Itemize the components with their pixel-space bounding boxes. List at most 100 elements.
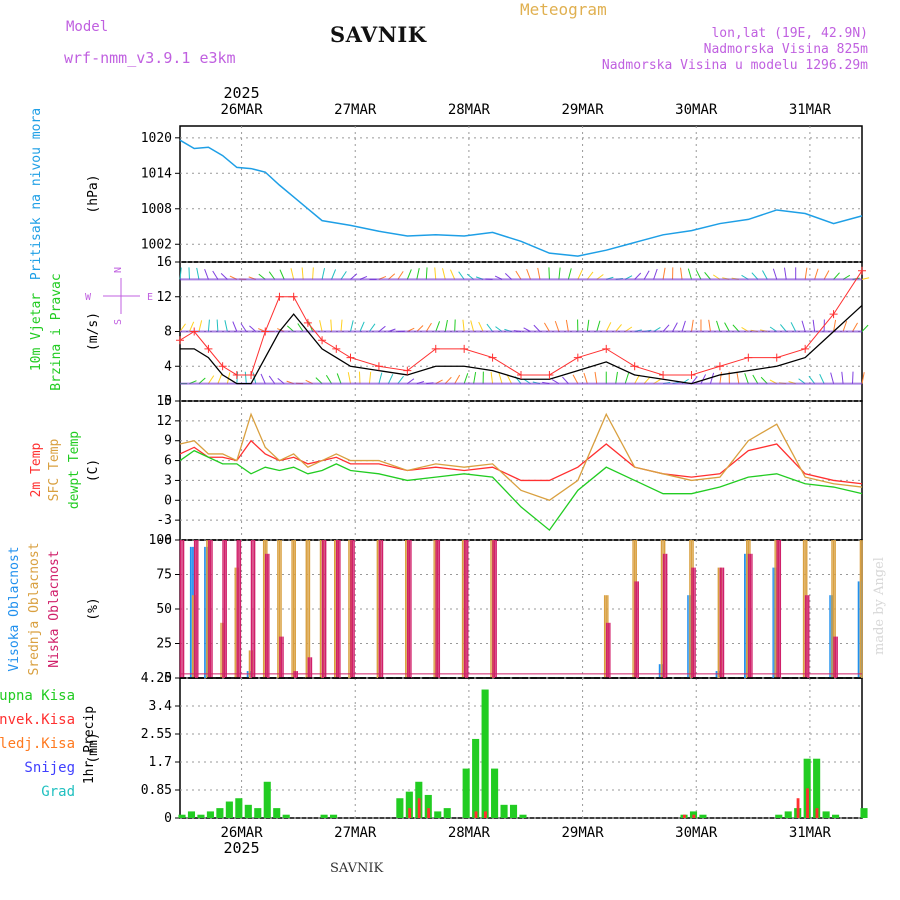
wind-gust-marker	[687, 370, 696, 379]
footer-station: SAVNIK	[330, 861, 384, 876]
wind-barb	[207, 319, 210, 332]
precip-total-bar	[197, 814, 205, 818]
wind-barb	[321, 267, 326, 280]
precip-conv-bar	[815, 808, 819, 818]
precip-conv-bar	[806, 788, 809, 818]
precip-total-bar	[244, 804, 252, 818]
wind-gust-marker	[488, 353, 497, 362]
wind-barb	[330, 319, 333, 332]
precip-total-bar	[699, 814, 707, 818]
wind-barb	[861, 324, 869, 332]
ylabel-precip: (mm)	[86, 732, 101, 763]
wind-barb	[662, 267, 666, 280]
wind-barb	[359, 321, 365, 332]
wind-gust-marker	[332, 344, 341, 353]
dir-legend-e: E	[147, 292, 153, 303]
wind-barb	[196, 267, 200, 280]
precip-total-bar	[206, 811, 214, 818]
wind-barb	[801, 320, 806, 332]
wind-barb	[543, 322, 550, 332]
wind-barb	[762, 270, 768, 280]
wind-barb	[279, 269, 285, 280]
precip-total-bar	[424, 794, 432, 818]
wind-barb	[336, 373, 342, 384]
wind-gust-line	[179, 270, 863, 376]
station-title: SAVNIK	[330, 22, 427, 47]
wind-barb	[216, 319, 219, 332]
precip-total-bar	[500, 804, 508, 818]
wind-barb	[442, 268, 446, 280]
precip-conv-bar	[474, 811, 478, 818]
wind-barb	[662, 324, 670, 332]
precip-legend-2: Zaledj.Kisa	[0, 736, 75, 752]
precip-title: 1hr Precip	[82, 706, 97, 784]
wind-barb	[804, 267, 808, 280]
wind-barb	[478, 321, 484, 332]
precip-total-bar	[235, 798, 243, 818]
wind-barb	[312, 267, 314, 280]
precip-total-bar	[330, 814, 338, 818]
day-label-bottom: 29MAR	[561, 825, 604, 841]
wind-barb	[736, 372, 740, 384]
wind-barb	[240, 323, 247, 332]
wind-gust-marker	[318, 336, 327, 345]
wind-barb	[268, 271, 276, 280]
wind-barb	[562, 376, 569, 384]
ytick-label-wind: 4	[164, 359, 172, 374]
ytick-label-wind: 0	[164, 394, 172, 409]
wind-gust-marker	[772, 353, 781, 362]
ytick-label-wind: 8	[164, 325, 172, 340]
wind-gust-marker	[190, 327, 199, 336]
wind-barb	[634, 272, 642, 280]
wind-barb	[586, 271, 594, 280]
wind-barb	[687, 268, 692, 280]
wind-barb	[208, 375, 215, 384]
precip-total-bar	[509, 804, 518, 818]
ytick-label-precip: 4.25	[141, 671, 172, 686]
ytick-label-pressure: 1008	[141, 202, 172, 217]
wind-barb	[615, 324, 622, 332]
wind-gust-marker	[247, 370, 256, 379]
ytick-label-temperature: 0	[164, 493, 172, 508]
wind-barb	[454, 374, 461, 384]
wind-barb	[434, 267, 437, 280]
dir-legend-n: N	[113, 267, 124, 273]
wind-gust-marker	[261, 327, 270, 336]
wind-barb	[823, 270, 830, 280]
wind-barb	[533, 324, 541, 332]
ytick-label-pressure: 1002	[141, 237, 172, 252]
wind-barb	[780, 324, 787, 332]
wind-barb	[470, 320, 475, 332]
year-label-top: 2025	[224, 84, 260, 102]
wind-title-1: 10m Vjetar	[29, 293, 44, 371]
precip-conv-bar	[484, 811, 487, 818]
wind-barb	[752, 374, 759, 384]
wind-barb	[716, 320, 721, 332]
product-title: Meteogram	[520, 0, 607, 19]
day-label-top: 30MAR	[675, 102, 718, 118]
ytick-label-temperature: 12	[156, 414, 172, 429]
wind-barb	[772, 268, 778, 280]
wind-barb	[744, 373, 749, 384]
day-label-top: 28MAR	[448, 102, 491, 118]
wind-barb	[358, 371, 361, 384]
temp-dewpt-line	[179, 449, 863, 532]
wind-barb	[224, 320, 228, 332]
ytick-label-temperature: 3	[164, 473, 172, 488]
wind-barb	[301, 267, 304, 280]
elevation-label: Nadmorska Visina 825m	[703, 42, 868, 57]
wind-barb	[425, 322, 432, 332]
wind-barb	[565, 319, 569, 332]
wind-gust-marker	[801, 344, 810, 353]
ytick-label-pressure: 1020	[141, 131, 172, 146]
pressure-title: Pritisak na nivou mora	[29, 108, 44, 280]
day-label-bottom: 26MAR	[220, 825, 263, 841]
precip-total-bar	[405, 791, 413, 818]
precip-total-bar	[822, 811, 830, 818]
wind-title-2: Brzina i Pravac	[49, 273, 64, 390]
wind-barb	[861, 277, 870, 280]
wind-barb	[833, 272, 840, 280]
wind-barb	[808, 375, 816, 384]
